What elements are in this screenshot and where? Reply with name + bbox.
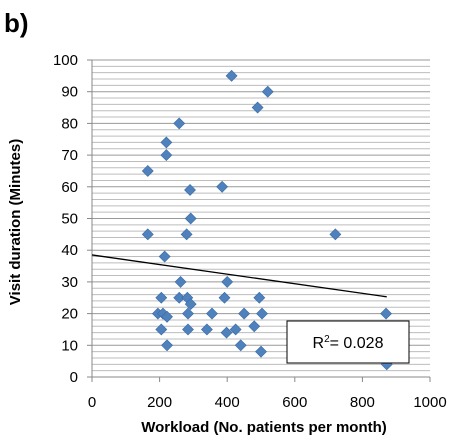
y-axis-title: Visit duration (Minutes)	[7, 139, 24, 305]
x-axis-title: Workload (No. patients per month)	[141, 419, 387, 436]
data-point	[160, 149, 173, 162]
r-squared-label: R2= 0.028	[313, 334, 384, 352]
data-point	[155, 291, 168, 304]
data-point	[216, 180, 229, 193]
y-tick-label: 40	[61, 242, 78, 259]
data-point	[380, 307, 392, 320]
data-point	[173, 291, 186, 304]
data-point	[182, 307, 194, 320]
y-tick-label: 70	[61, 147, 78, 164]
data-point	[180, 228, 193, 241]
data-point	[248, 320, 261, 333]
data-point	[225, 69, 238, 82]
r-squared-annotation: R2= 0.028	[286, 320, 410, 364]
data-point	[206, 307, 218, 320]
data-point	[184, 298, 197, 311]
data-point	[255, 345, 267, 358]
y-tick-label: 0	[70, 369, 78, 386]
y-tick-label: 100	[53, 52, 78, 69]
x-tick-label: 600	[282, 394, 307, 411]
x-tick-label: 200	[147, 394, 172, 411]
data-point	[141, 165, 154, 177]
data-point	[141, 228, 154, 241]
data-point	[256, 307, 268, 320]
y-tick-label: 10	[61, 337, 78, 354]
y-tick-label: 90	[61, 84, 78, 101]
x-tick-label: 0	[88, 394, 96, 411]
y-tick-labels: 0 10 20 30 40 50 60 70 80 90 100	[53, 52, 92, 386]
data-point	[251, 101, 264, 114]
data-point	[184, 184, 196, 196]
y-tick-label: 20	[61, 306, 78, 323]
r-squared-box	[286, 320, 410, 364]
y-tick-label: 50	[61, 211, 78, 228]
data-point	[184, 212, 197, 225]
data-point	[220, 326, 233, 339]
data-point	[200, 323, 213, 336]
data-point	[174, 275, 187, 288]
trendline-group	[91, 254, 387, 298]
data-points	[141, 69, 393, 371]
data-point	[173, 117, 186, 130]
data-point	[329, 228, 342, 241]
data-point	[155, 323, 168, 336]
x-tick-label: 800	[350, 394, 375, 411]
data-point	[182, 323, 194, 336]
data-point	[218, 291, 231, 304]
data-point	[261, 85, 274, 98]
data-point	[160, 136, 173, 149]
x-tick-labels: 0 200 400 600 800 1000	[88, 377, 447, 411]
data-point	[238, 307, 251, 320]
data-point	[158, 250, 171, 263]
data-point	[161, 339, 173, 352]
x-tick-label: 400	[215, 394, 240, 411]
panel-label: b)	[4, 8, 29, 38]
data-point	[229, 323, 242, 336]
trendline	[91, 254, 387, 298]
data-point	[161, 310, 173, 323]
y-tick-label: 80	[61, 115, 78, 132]
data-point	[253, 291, 266, 304]
x-tick-label: 1000	[413, 394, 446, 411]
y-tick-label: 60	[61, 179, 78, 196]
data-point	[234, 339, 247, 352]
y-tick-label: 30	[61, 274, 78, 291]
data-point	[221, 275, 234, 288]
